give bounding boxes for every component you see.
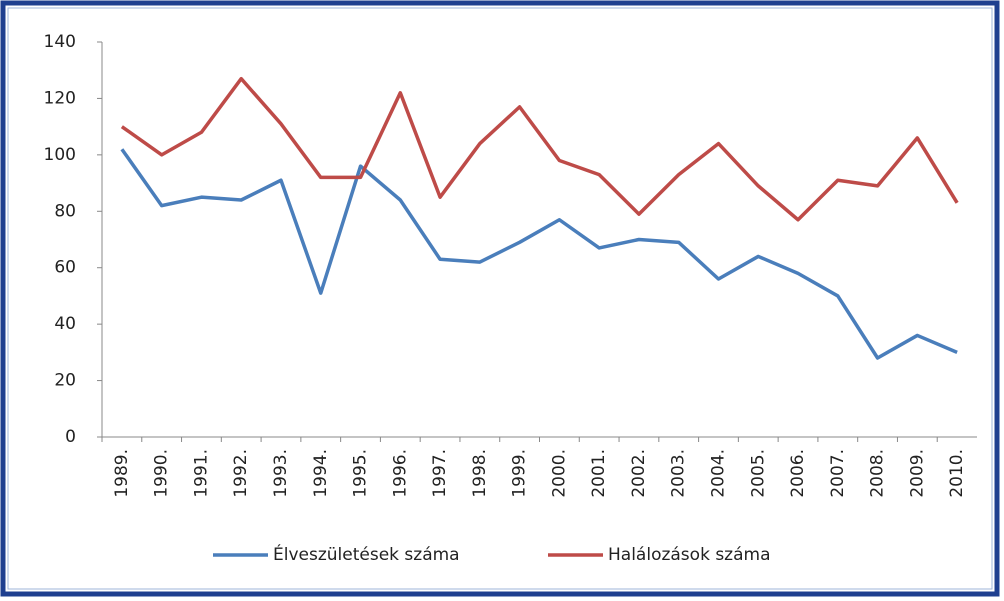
x-tick-label: 1991. bbox=[191, 449, 211, 498]
x-tick-label: 1997. bbox=[430, 449, 450, 498]
x-tick-label: 2006. bbox=[788, 449, 808, 498]
x-tick-label: 1994. bbox=[311, 449, 331, 498]
x-tick-label: 1989. bbox=[112, 449, 132, 498]
y-tick-label: 0 bbox=[65, 427, 76, 447]
x-tick-label: 2001. bbox=[589, 449, 609, 498]
y-tick-label: 120 bbox=[44, 88, 76, 108]
chart-frame-inner bbox=[7, 7, 993, 590]
x-tick-label: 1990. bbox=[152, 449, 172, 498]
y-tick-label: 80 bbox=[54, 201, 76, 221]
x-tick-label: 2010. bbox=[947, 449, 967, 498]
y-tick-label: 40 bbox=[54, 314, 76, 334]
x-tick-label: 2009. bbox=[907, 449, 927, 498]
x-tick-label: 1998. bbox=[470, 449, 490, 498]
legend-label: Élveszületések száma bbox=[273, 543, 460, 565]
y-tick-label: 140 bbox=[44, 32, 76, 52]
x-tick-label: 2007. bbox=[828, 449, 848, 498]
x-tick-label: 1995. bbox=[351, 449, 371, 498]
legend-label: Halálozások száma bbox=[608, 545, 771, 565]
x-tick-label: 2003. bbox=[669, 449, 689, 498]
x-tick-label: 1992. bbox=[231, 449, 251, 498]
series-line bbox=[120, 76, 959, 222]
y-tick-label: 100 bbox=[44, 145, 76, 165]
x-tick-label: 2008. bbox=[868, 449, 888, 498]
series-line bbox=[120, 148, 958, 360]
y-tick-label: 60 bbox=[54, 258, 76, 278]
x-tick-label: 2000. bbox=[549, 449, 569, 498]
x-tick-label: 2004. bbox=[708, 449, 728, 498]
x-tick-label: 1999. bbox=[510, 449, 530, 498]
x-tick-label: 2005. bbox=[748, 449, 768, 498]
x-tick-label: 1993. bbox=[271, 449, 291, 498]
y-tick-label: 20 bbox=[54, 371, 76, 391]
x-tick-label: 1996. bbox=[390, 449, 410, 498]
x-tick-label: 2002. bbox=[629, 449, 649, 498]
